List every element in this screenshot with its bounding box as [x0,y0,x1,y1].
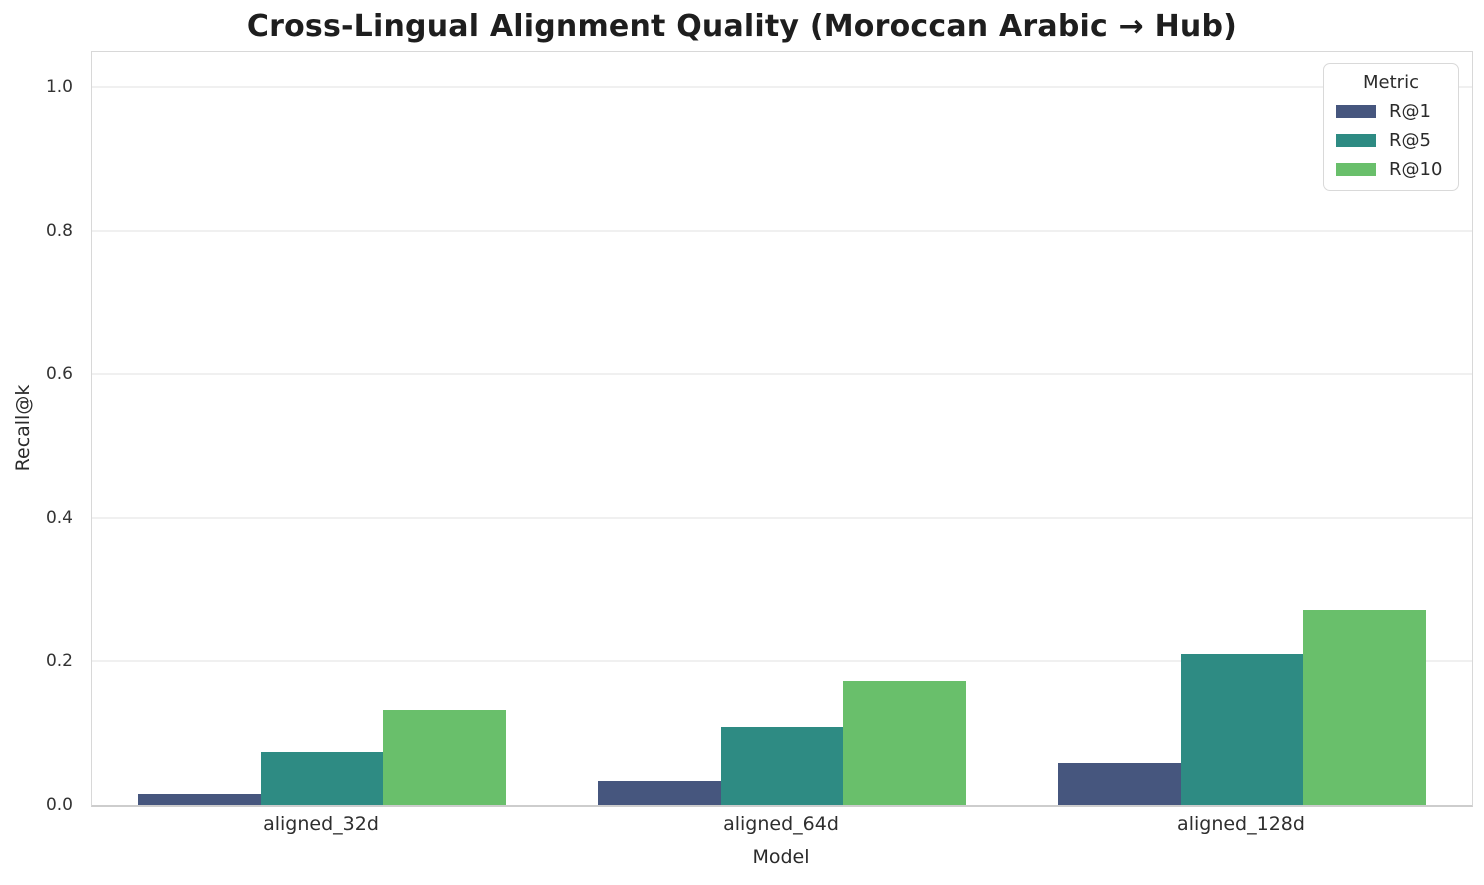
bar-aligned_32d-R@10 [383,710,506,805]
bar-aligned_128d-R@10 [1303,609,1426,805]
legend-label: R@5 [1389,129,1431,151]
gridline-0.4 [92,516,1472,519]
y-axis-label: Recall@k [12,384,34,472]
y-tick-label-0.8: 0.8 [45,220,73,241]
gridline-0.2 [92,660,1472,663]
plot-area [91,51,1473,807]
y-tick-label-0.6: 0.6 [45,364,73,385]
y-tick-label-0.4: 0.4 [45,507,73,528]
x-tick-label-aligned_128d: aligned_128d [1177,813,1305,835]
x-tick-label-aligned_32d: aligned_32d [263,813,379,835]
legend-title: Metric [1363,72,1419,93]
bar-aligned_32d-R@1 [138,793,261,805]
legend-swatch-R@1 [1336,105,1376,118]
legend-label: R@1 [1389,100,1431,122]
bar-aligned_32d-R@5 [260,751,384,805]
gridline-0.8 [92,229,1472,232]
legend-item-R@5: R@5 [1324,126,1458,155]
bar-aligned_128d-R@5 [1180,654,1304,805]
bar-aligned_64d-R@10 [843,680,966,805]
gridline-0.6 [92,373,1472,376]
gridline-1.0 [92,86,1472,89]
x-tick-label-aligned_64d: aligned_64d [723,813,839,835]
bar-aligned_128d-R@1 [1058,763,1181,805]
legend-item-R@1: R@1 [1324,97,1458,126]
legend-item-R@10: R@10 [1324,155,1458,184]
y-axis-ticks: 0.0 0.2 0.4 0.6 0.8 1.0 [0,52,80,815]
bar-aligned_64d-R@1 [598,780,721,805]
bar-aligned_64d-R@5 [720,727,844,805]
chart-title: Cross-Lingual Alignment Quality (Morocca… [246,9,1238,44]
legend-items: R@1 R@5 R@10 [1324,97,1458,184]
x-axis-ticks: aligned_32d aligned_64d aligned_128d [91,813,1471,841]
legend-swatch-R@5 [1336,134,1376,147]
legend-label: R@10 [1389,158,1443,180]
x-axis-label: Model [752,846,810,868]
legend: Metric R@1 R@5 R@10 [1323,63,1459,191]
y-tick-label-1.0: 1.0 [45,77,73,98]
y-tick-label-0.2: 0.2 [45,651,73,672]
legend-swatch-R@10 [1336,163,1376,176]
y-tick-label-0.0: 0.0 [45,795,73,815]
